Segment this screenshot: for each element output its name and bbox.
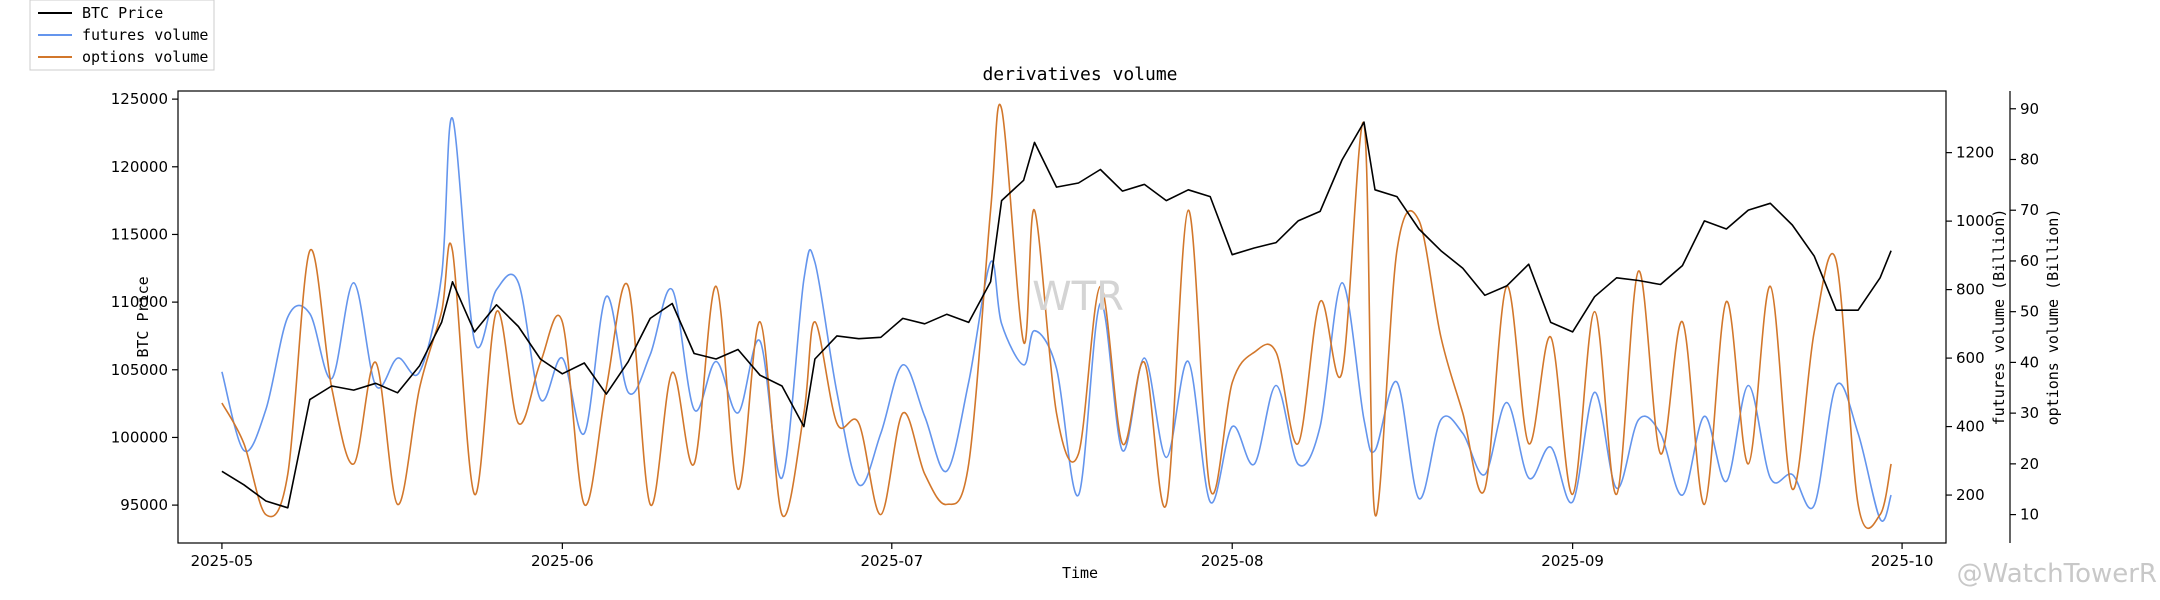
y-right2-tick-label: 90: [2020, 100, 2039, 118]
plot-frame: [177, 90, 1947, 544]
options-volume-line: [221, 103, 1892, 530]
x-tick-label: 2025-05: [191, 552, 254, 570]
y-right1-tick-label: 1000: [1956, 212, 1994, 230]
y-axis-left-label: BTC Price: [134, 276, 152, 357]
x-tick-label: 2025-07: [860, 552, 923, 570]
y-axis-right2-label: options volume (Billion): [2044, 209, 2062, 426]
y-left-tick-label: 125000: [111, 90, 168, 108]
y-right1-tick-label: 1200: [1956, 144, 1994, 162]
legend-label-futures: futures volume: [82, 26, 208, 44]
y-right1-tick-label: 200: [1956, 486, 1985, 504]
x-axis-label: Time: [1062, 564, 1098, 582]
center-watermark: WTR: [1032, 274, 1124, 320]
btc-price-line: [221, 121, 1892, 509]
y-right2-tick-label: 60: [2020, 252, 2039, 270]
legend-label-btc: BTC Price: [82, 4, 163, 22]
y-left-tick-label: 110000: [111, 293, 168, 311]
y-right2-tick-label: 20: [2020, 455, 2039, 473]
y-left-tick-label: 120000: [111, 158, 168, 176]
legend: BTC Price futures volume options volume: [29, 0, 215, 71]
y-axis-right1-label: futures volume (Billion): [1990, 209, 2008, 426]
y-right2-tick-label: 70: [2020, 201, 2039, 219]
plot-layer: [221, 103, 1892, 530]
y-right1-tick-label: 800: [1956, 281, 1985, 299]
y-right2-tick-label: 40: [2020, 353, 2039, 371]
corner-watermark: @WatchTowerR: [1957, 559, 2157, 589]
y-right1-tick-label: 600: [1956, 349, 1985, 367]
y-left-tick-label: 105000: [111, 361, 168, 379]
y-right2-tick-label: 50: [2020, 303, 2039, 321]
chart-title: derivatives volume: [982, 64, 1177, 85]
y-right2-tick-label: 80: [2020, 150, 2039, 168]
y-left-tick-label: 95000: [120, 496, 168, 514]
y-left-tick-label: 100000: [111, 428, 168, 446]
x-tick-label: 2025-06: [531, 552, 594, 570]
x-tick-label: 2025-09: [1541, 552, 1604, 570]
ticks-layer: 2025-05 2025-06 2025-07 2025-08 2025-09 2025-…: [111, 90, 2039, 570]
x-tick-label: 2025-08: [1201, 552, 1264, 570]
y-left-tick-label: 115000: [111, 225, 168, 243]
y-right1-tick-label: 400: [1956, 418, 1985, 436]
legend-label-options: options volume: [82, 48, 208, 66]
x-tick-label: 2025-10: [1871, 552, 1934, 570]
y-right2-tick-label: 10: [2020, 506, 2039, 524]
y-right2-tick-label: 30: [2020, 404, 2039, 422]
